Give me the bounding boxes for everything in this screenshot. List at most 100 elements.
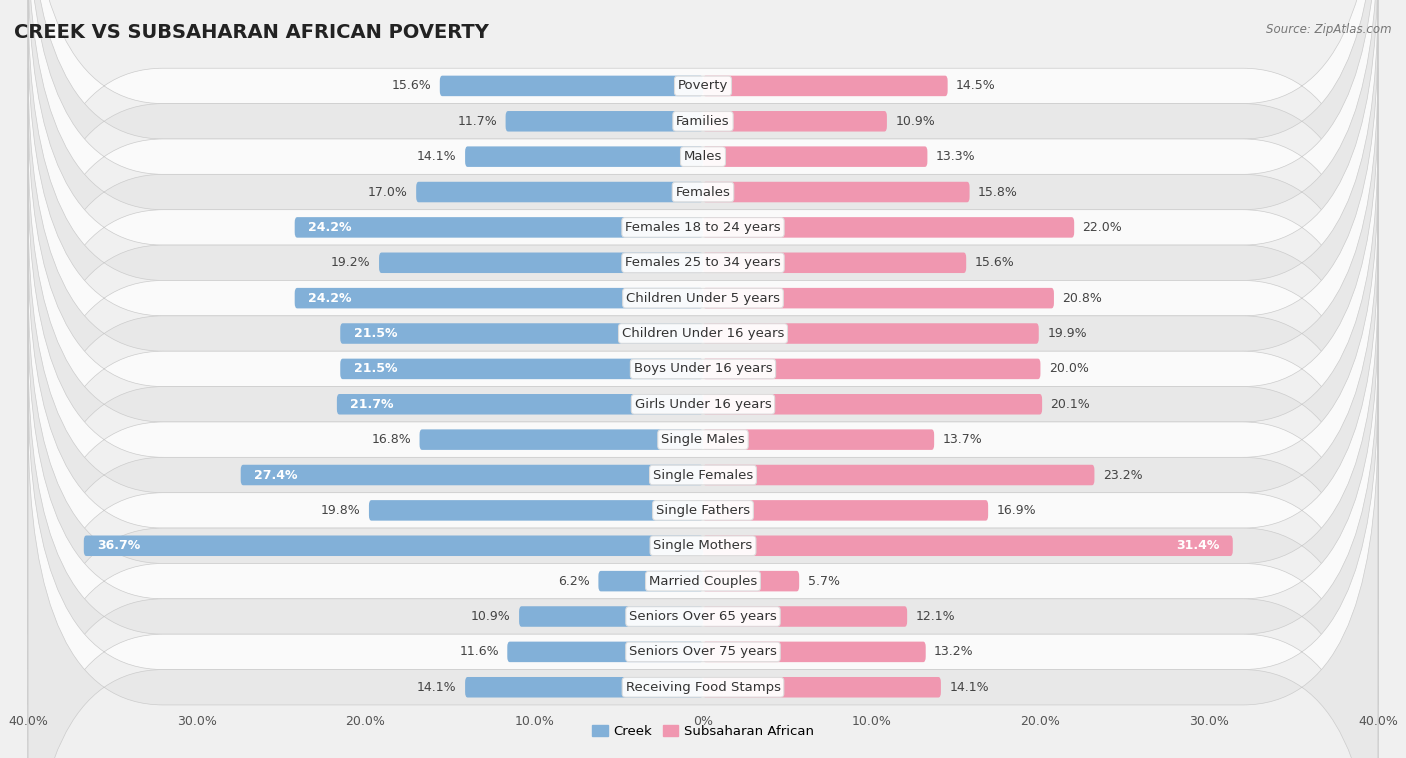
FancyBboxPatch shape — [465, 677, 703, 697]
Text: Girls Under 16 years: Girls Under 16 years — [634, 398, 772, 411]
FancyBboxPatch shape — [703, 394, 1042, 415]
FancyBboxPatch shape — [440, 76, 703, 96]
Text: 19.8%: 19.8% — [321, 504, 360, 517]
Text: 10.9%: 10.9% — [896, 114, 935, 128]
Text: 6.2%: 6.2% — [558, 575, 591, 587]
Text: Married Couples: Married Couples — [650, 575, 756, 587]
Text: 15.6%: 15.6% — [974, 256, 1014, 269]
FancyBboxPatch shape — [506, 111, 703, 132]
Text: Poverty: Poverty — [678, 80, 728, 92]
FancyBboxPatch shape — [28, 139, 1378, 669]
Text: Source: ZipAtlas.com: Source: ZipAtlas.com — [1267, 23, 1392, 36]
FancyBboxPatch shape — [703, 217, 1074, 238]
Text: 13.2%: 13.2% — [934, 645, 974, 659]
FancyBboxPatch shape — [703, 500, 988, 521]
Text: 19.2%: 19.2% — [330, 256, 371, 269]
Text: Females 18 to 24 years: Females 18 to 24 years — [626, 221, 780, 234]
FancyBboxPatch shape — [28, 422, 1378, 758]
Text: Receiving Food Stamps: Receiving Food Stamps — [626, 681, 780, 694]
Text: 14.1%: 14.1% — [418, 681, 457, 694]
Text: 31.4%: 31.4% — [1175, 539, 1219, 553]
Text: 12.1%: 12.1% — [915, 610, 955, 623]
Text: 14.1%: 14.1% — [949, 681, 988, 694]
Text: 19.9%: 19.9% — [1047, 327, 1087, 340]
FancyBboxPatch shape — [703, 111, 887, 132]
Text: 20.1%: 20.1% — [1050, 398, 1090, 411]
Text: 24.2%: 24.2% — [308, 292, 352, 305]
FancyBboxPatch shape — [28, 0, 1378, 493]
Text: 21.5%: 21.5% — [354, 327, 398, 340]
Text: Children Under 5 years: Children Under 5 years — [626, 292, 780, 305]
Text: 20.0%: 20.0% — [1049, 362, 1088, 375]
Text: Boys Under 16 years: Boys Under 16 years — [634, 362, 772, 375]
FancyBboxPatch shape — [28, 0, 1378, 528]
Text: 16.8%: 16.8% — [371, 433, 411, 446]
FancyBboxPatch shape — [28, 0, 1378, 351]
FancyBboxPatch shape — [28, 351, 1378, 758]
FancyBboxPatch shape — [380, 252, 703, 273]
Text: Seniors Over 75 years: Seniors Over 75 years — [628, 645, 778, 659]
FancyBboxPatch shape — [703, 288, 1054, 309]
Text: 14.5%: 14.5% — [956, 80, 995, 92]
FancyBboxPatch shape — [368, 500, 703, 521]
FancyBboxPatch shape — [703, 429, 934, 450]
Text: 16.9%: 16.9% — [997, 504, 1036, 517]
FancyBboxPatch shape — [28, 0, 1378, 457]
FancyBboxPatch shape — [28, 0, 1378, 387]
FancyBboxPatch shape — [295, 217, 703, 238]
Text: Females 25 to 34 years: Females 25 to 34 years — [626, 256, 780, 269]
Text: Children Under 16 years: Children Under 16 years — [621, 327, 785, 340]
Text: 20.8%: 20.8% — [1063, 292, 1102, 305]
FancyBboxPatch shape — [703, 146, 928, 167]
Text: Seniors Over 65 years: Seniors Over 65 years — [628, 610, 778, 623]
FancyBboxPatch shape — [703, 606, 907, 627]
Text: Single Males: Single Males — [661, 433, 745, 446]
FancyBboxPatch shape — [28, 210, 1378, 741]
Text: 14.1%: 14.1% — [418, 150, 457, 163]
Text: Single Fathers: Single Fathers — [657, 504, 749, 517]
Text: 5.7%: 5.7% — [807, 575, 839, 587]
Text: Families: Families — [676, 114, 730, 128]
Text: 13.7%: 13.7% — [942, 433, 983, 446]
Text: 22.0%: 22.0% — [1083, 221, 1122, 234]
Text: 17.0%: 17.0% — [368, 186, 408, 199]
Text: 27.4%: 27.4% — [254, 468, 298, 481]
FancyBboxPatch shape — [416, 182, 703, 202]
Text: 15.6%: 15.6% — [392, 80, 432, 92]
Text: 24.2%: 24.2% — [308, 221, 352, 234]
FancyBboxPatch shape — [703, 76, 948, 96]
FancyBboxPatch shape — [519, 606, 703, 627]
FancyBboxPatch shape — [508, 641, 703, 662]
Text: 21.5%: 21.5% — [354, 362, 398, 375]
Text: 23.2%: 23.2% — [1102, 468, 1143, 481]
FancyBboxPatch shape — [340, 359, 703, 379]
Text: Single Mothers: Single Mothers — [654, 539, 752, 553]
Text: Males: Males — [683, 150, 723, 163]
FancyBboxPatch shape — [28, 33, 1378, 563]
Legend: Creek, Subsaharan African: Creek, Subsaharan African — [586, 719, 820, 743]
Text: 11.7%: 11.7% — [457, 114, 498, 128]
FancyBboxPatch shape — [703, 465, 1094, 485]
FancyBboxPatch shape — [240, 465, 703, 485]
Text: 10.9%: 10.9% — [471, 610, 510, 623]
FancyBboxPatch shape — [337, 394, 703, 415]
FancyBboxPatch shape — [28, 280, 1378, 758]
FancyBboxPatch shape — [465, 146, 703, 167]
FancyBboxPatch shape — [703, 252, 966, 273]
FancyBboxPatch shape — [295, 288, 703, 309]
Text: 21.7%: 21.7% — [350, 398, 394, 411]
FancyBboxPatch shape — [28, 387, 1378, 758]
FancyBboxPatch shape — [703, 677, 941, 697]
Text: 15.8%: 15.8% — [979, 186, 1018, 199]
FancyBboxPatch shape — [28, 245, 1378, 758]
FancyBboxPatch shape — [703, 571, 799, 591]
Text: 11.6%: 11.6% — [460, 645, 499, 659]
Text: Females: Females — [675, 186, 731, 199]
Text: CREEK VS SUBSAHARAN AFRICAN POVERTY: CREEK VS SUBSAHARAN AFRICAN POVERTY — [14, 23, 489, 42]
FancyBboxPatch shape — [703, 323, 1039, 344]
FancyBboxPatch shape — [703, 641, 925, 662]
FancyBboxPatch shape — [84, 535, 703, 556]
Text: 36.7%: 36.7% — [97, 539, 141, 553]
FancyBboxPatch shape — [340, 323, 703, 344]
FancyBboxPatch shape — [28, 0, 1378, 422]
